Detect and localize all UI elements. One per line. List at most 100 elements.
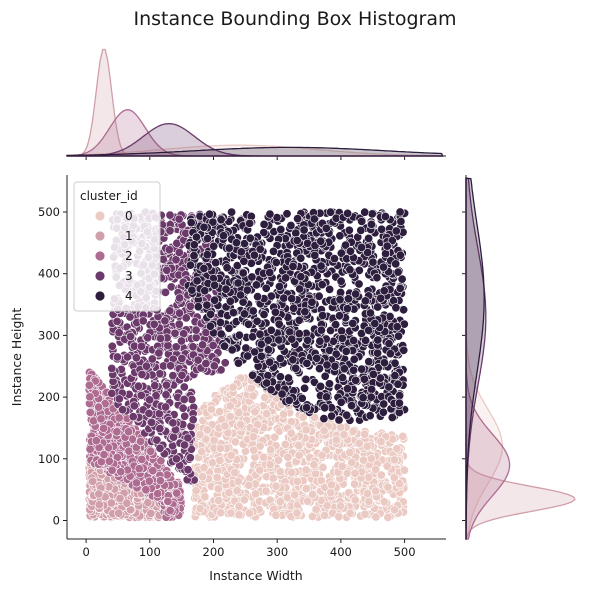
scatter-point	[163, 340, 173, 350]
scatter-point	[382, 461, 392, 471]
scatter-point	[220, 421, 230, 431]
scatter-point	[224, 243, 234, 253]
scatter-point	[227, 345, 237, 355]
scatter-point	[320, 510, 330, 520]
scatter-point	[193, 302, 203, 312]
scatter-point	[94, 500, 104, 510]
scatter-point	[225, 296, 235, 306]
scatter-point	[350, 468, 360, 478]
scatter-point	[380, 212, 390, 222]
scatter-point	[358, 455, 368, 465]
scatter-point	[274, 335, 284, 345]
scatter-point	[395, 207, 405, 217]
scatter-point	[107, 363, 117, 373]
scatter-point	[392, 322, 402, 332]
scatter-point	[253, 292, 263, 302]
kde-x-cluster-4	[66, 146, 444, 157]
scatter-point	[358, 393, 368, 403]
scatter-point	[200, 492, 210, 502]
scatter-point	[134, 464, 144, 474]
scatter-point	[180, 440, 190, 450]
scatter-point	[112, 352, 122, 362]
scatter-point	[294, 315, 304, 325]
scatter-point	[265, 267, 275, 277]
scatter-point	[296, 272, 306, 282]
scatter-point	[393, 379, 403, 389]
scatter-point	[389, 473, 399, 483]
scatter-point	[175, 293, 185, 303]
scatter-point	[325, 284, 335, 294]
scatter-point	[219, 231, 229, 241]
scatter-point	[314, 364, 324, 374]
scatter-point	[362, 441, 372, 451]
scatter-point	[215, 455, 225, 465]
scatter-point	[133, 381, 143, 391]
scatter-point	[349, 354, 359, 364]
scatter-point	[368, 257, 378, 267]
scatter-point	[384, 382, 394, 392]
scatter-point	[183, 465, 193, 475]
scatter-point	[189, 251, 199, 261]
scatter-point	[384, 339, 394, 349]
scatter-point	[378, 262, 388, 272]
scatter-point	[349, 365, 359, 375]
scatter-point	[390, 371, 400, 381]
scatter-point	[203, 234, 213, 244]
scatter-point	[260, 392, 270, 402]
scatter-point	[286, 428, 296, 438]
scatter-point	[84, 380, 94, 390]
scatter-point	[155, 476, 165, 486]
scatter-point	[336, 397, 346, 407]
scatter-point	[234, 408, 244, 418]
scatter-point	[311, 504, 321, 514]
scatter-point	[316, 381, 326, 391]
scatter-point	[350, 479, 360, 489]
y-tick-label: 400	[38, 267, 60, 281]
legend-marker-2	[94, 250, 106, 262]
scatter-point	[334, 512, 344, 522]
scatter-point	[395, 391, 405, 401]
scatter-point	[356, 225, 366, 235]
scatter-point	[161, 287, 171, 297]
scatter-point	[335, 295, 345, 305]
scatter-point	[303, 496, 313, 506]
scatter-point	[343, 208, 353, 218]
x-tick-label: 100	[139, 545, 161, 559]
scatter-point	[132, 478, 142, 488]
scatter-point	[210, 295, 220, 305]
scatter-point	[300, 383, 310, 393]
scatter-point	[307, 297, 317, 307]
scatter-point	[379, 497, 389, 507]
scatter-point	[198, 472, 208, 482]
legend-marker-4	[94, 290, 106, 302]
scatter-point	[147, 417, 157, 427]
scatter-point	[271, 257, 281, 267]
scatter-point	[379, 399, 389, 409]
scatter-point	[335, 501, 345, 511]
scatter-point	[226, 450, 236, 460]
scatter-point	[236, 247, 246, 257]
scatter-point	[186, 218, 196, 228]
scatter-point	[185, 260, 195, 270]
scatter-point	[279, 293, 289, 303]
scatter-point	[174, 248, 184, 258]
scatter-point	[138, 316, 148, 326]
scatter-point	[314, 291, 324, 301]
scatter-point	[144, 476, 154, 486]
scatter-point	[174, 319, 184, 329]
scatter-point	[322, 360, 332, 370]
scatter-point	[187, 285, 197, 295]
scatter-points	[84, 207, 410, 522]
scatter-point	[301, 465, 311, 475]
scatter-point	[373, 302, 383, 312]
scatter-point	[294, 329, 304, 339]
scatter-point	[342, 384, 352, 394]
y-tick-label: 100	[38, 452, 60, 466]
scatter-point	[293, 214, 303, 224]
scatter-point	[292, 236, 302, 246]
scatter-point	[94, 489, 104, 499]
scatter-point	[337, 333, 347, 343]
scatter-point	[284, 395, 294, 405]
scatter-point	[271, 481, 281, 491]
scatter-point	[242, 285, 252, 295]
